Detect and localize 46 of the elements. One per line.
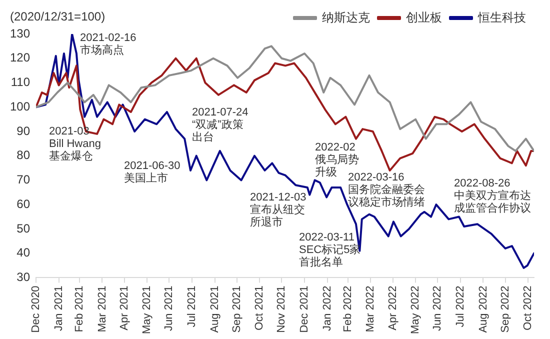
x-tick-label: Nov 2021: [276, 286, 288, 333]
y-tick-label: 90: [16, 124, 30, 138]
y-axis-title: (2020/12/31=100): [10, 9, 106, 24]
legend-label: 恒生科技: [477, 10, 526, 24]
y-tick-label: 120: [10, 50, 30, 65]
legend-label: 创业板: [406, 10, 442, 24]
x-tick-label: Sep 2022: [499, 286, 512, 333]
x-tick-label: May 2021: [141, 286, 154, 334]
x-tick-label: Feb 2021: [73, 286, 86, 332]
y-tick-label: 60: [16, 196, 30, 211]
y-tick-label: 110: [10, 75, 30, 90]
x-tick-label: Jul 2022: [454, 286, 466, 328]
annotation: 2022-03-16 国务院金融委会议稳定市场情绪: [348, 172, 425, 209]
x-tick-label: Aug 2022: [477, 286, 490, 333]
x-tick-label: Dec 2021: [298, 286, 311, 333]
y-tick-label: 30: [16, 270, 30, 284]
x-tick-label: Dec 2020: [30, 286, 42, 333]
annotation: 2021-03 Bill Hwang 基金爆仓: [49, 126, 101, 163]
x-tick-label: Jun 2021: [163, 286, 176, 331]
y-tick-label: 80: [16, 148, 30, 162]
x-tick-label: May 2022: [410, 286, 422, 334]
y-tick-label: 70: [16, 172, 30, 187]
x-tick-label: Mar 2022: [364, 286, 377, 332]
y-tick-label: 50: [16, 221, 30, 236]
x-tick-label: Apr 2021: [118, 286, 130, 330]
x-tick-label: Jan 2021: [52, 286, 65, 331]
y-tick-label: 100: [10, 99, 30, 114]
annotation: 2021-02-16 市场高点: [80, 32, 136, 56]
x-tick-label: Jan 2022: [321, 286, 334, 331]
x-tick-label: Mar 2021: [96, 286, 108, 332]
annotation: 2022-08-26 中美双方宣布达成监管合作协议: [454, 178, 531, 215]
x-tick-label: Oct 2022: [522, 286, 534, 330]
annotation: 2021-07-24 “双减”政策出台: [192, 106, 248, 144]
annotation: 2021-12-03 宣布从纽交所退市: [250, 192, 306, 229]
legend-label: 纳斯达克: [322, 10, 370, 24]
x-tick-label: Sep 2021: [230, 286, 243, 333]
x-tick-label: Oct 2021: [254, 286, 266, 330]
annotation: 2021-06-30 美国上市: [124, 160, 180, 184]
y-tick-label: 130: [10, 26, 30, 40]
y-tick-label: 40: [16, 246, 30, 260]
x-tick-label: Jul 2021: [186, 286, 198, 328]
x-tick-label: Aug 2021: [208, 286, 221, 333]
x-tick-label: Feb 2022: [342, 286, 354, 332]
x-tick-label: Jun 2022: [432, 286, 444, 331]
x-tick-label: Apr 2022: [386, 286, 399, 330]
annotation: 2022-03-11 SEC标记5家首批名单: [299, 232, 361, 269]
